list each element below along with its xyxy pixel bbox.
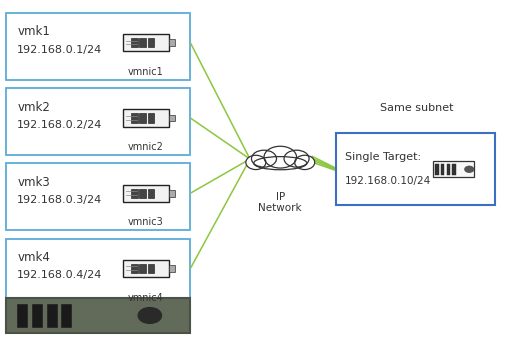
Text: vmnic4: vmnic4 xyxy=(128,293,164,303)
Text: vmnic1: vmnic1 xyxy=(128,67,164,77)
FancyBboxPatch shape xyxy=(62,304,72,327)
Text: Single Target:: Single Target: xyxy=(345,152,421,162)
FancyBboxPatch shape xyxy=(6,88,190,155)
Text: 192.168.0.4/24: 192.168.0.4/24 xyxy=(17,270,103,280)
FancyBboxPatch shape xyxy=(139,113,146,123)
FancyBboxPatch shape xyxy=(139,264,146,273)
FancyBboxPatch shape xyxy=(446,163,450,175)
Ellipse shape xyxy=(251,150,277,167)
FancyBboxPatch shape xyxy=(452,163,456,175)
FancyBboxPatch shape xyxy=(46,304,57,327)
FancyBboxPatch shape xyxy=(148,264,155,273)
FancyBboxPatch shape xyxy=(17,304,27,327)
FancyBboxPatch shape xyxy=(148,113,155,123)
FancyBboxPatch shape xyxy=(6,13,190,80)
FancyBboxPatch shape xyxy=(6,298,190,333)
FancyBboxPatch shape xyxy=(32,304,42,327)
Text: 192.168.0.2/24: 192.168.0.2/24 xyxy=(17,120,103,130)
FancyBboxPatch shape xyxy=(148,188,155,198)
Circle shape xyxy=(138,307,162,324)
FancyBboxPatch shape xyxy=(131,113,137,123)
Text: 192.168.0.3/24: 192.168.0.3/24 xyxy=(17,195,103,205)
Text: IP
Network: IP Network xyxy=(259,192,302,213)
Ellipse shape xyxy=(254,157,307,170)
FancyBboxPatch shape xyxy=(169,115,175,121)
Text: 192.168.0.1/24: 192.168.0.1/24 xyxy=(17,44,103,55)
FancyBboxPatch shape xyxy=(433,161,474,177)
Polygon shape xyxy=(20,296,177,307)
Text: 192.168.0.10/24: 192.168.0.10/24 xyxy=(345,176,431,186)
FancyBboxPatch shape xyxy=(123,185,169,202)
FancyBboxPatch shape xyxy=(131,264,137,273)
FancyBboxPatch shape xyxy=(139,188,146,198)
Text: vmk4: vmk4 xyxy=(17,251,50,264)
FancyBboxPatch shape xyxy=(139,38,146,48)
Ellipse shape xyxy=(284,150,309,167)
Text: vmnic3: vmnic3 xyxy=(128,218,164,227)
Text: Same subnet: Same subnet xyxy=(380,103,453,113)
Text: vmk1: vmk1 xyxy=(17,25,50,38)
FancyBboxPatch shape xyxy=(131,38,137,48)
FancyBboxPatch shape xyxy=(169,190,175,197)
Text: vmnic2: vmnic2 xyxy=(128,142,164,152)
FancyBboxPatch shape xyxy=(435,163,439,175)
Text: vmk3: vmk3 xyxy=(17,176,50,189)
FancyBboxPatch shape xyxy=(6,239,190,305)
FancyBboxPatch shape xyxy=(123,34,169,51)
FancyBboxPatch shape xyxy=(131,188,137,198)
Ellipse shape xyxy=(246,155,266,170)
Text: vmk2: vmk2 xyxy=(17,101,50,114)
Ellipse shape xyxy=(264,146,296,168)
Ellipse shape xyxy=(295,155,315,170)
FancyBboxPatch shape xyxy=(148,38,155,48)
FancyBboxPatch shape xyxy=(441,163,444,175)
Circle shape xyxy=(465,166,474,172)
FancyBboxPatch shape xyxy=(169,265,175,272)
FancyBboxPatch shape xyxy=(336,133,495,205)
FancyBboxPatch shape xyxy=(169,39,175,46)
FancyBboxPatch shape xyxy=(123,109,169,127)
FancyBboxPatch shape xyxy=(123,260,169,277)
FancyBboxPatch shape xyxy=(6,163,190,230)
